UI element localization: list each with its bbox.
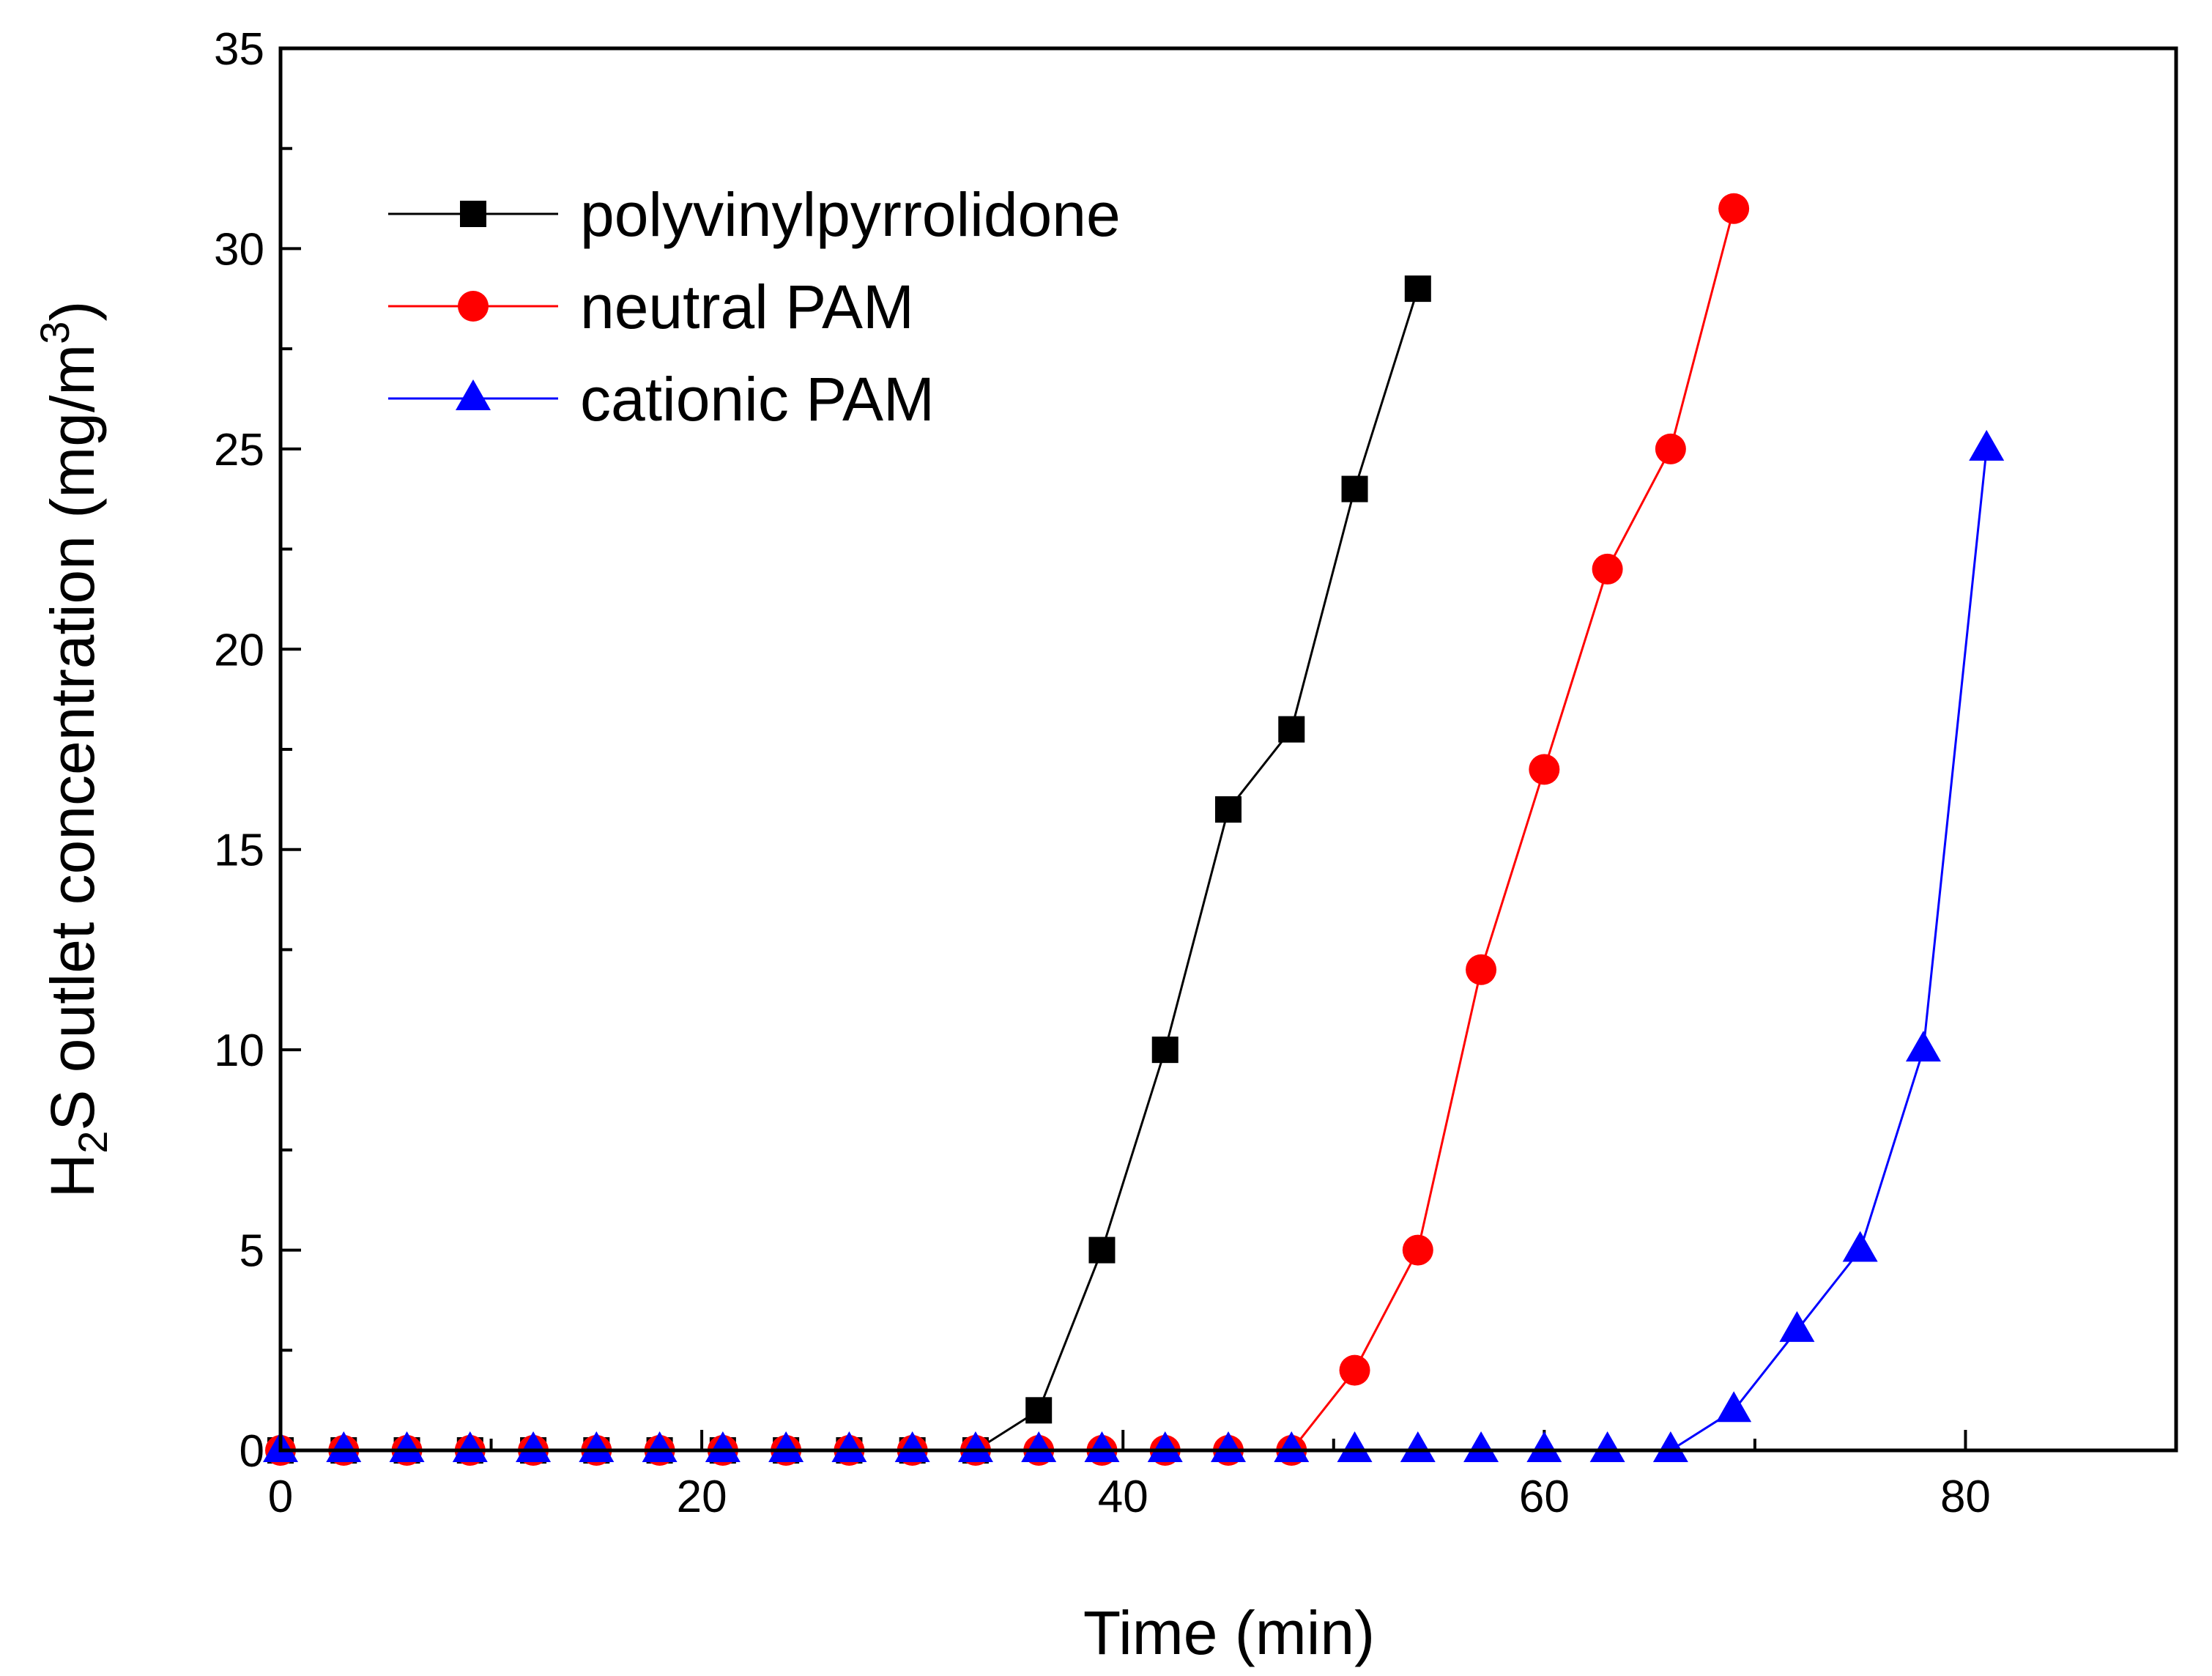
data-point [1274,1431,1310,1462]
legend-marker [456,379,491,410]
y-tick-label: 25 [214,425,264,475]
y-tick-label: 10 [214,1026,264,1076]
x-tick-label: 20 [677,1472,727,1522]
y-axis-title-main: S outlet concentration (mg/m [38,344,107,1131]
data-point [1718,193,1750,224]
data-point [1211,1431,1246,1462]
data-point [1526,1431,1562,1462]
data-point [1529,754,1560,785]
data-point [1341,475,1368,503]
y-tick-label: 30 [214,224,264,275]
y-axis-title-suffix: ) [38,301,107,322]
data-point [579,1431,615,1462]
data-point [642,1431,678,1462]
series-layer [263,193,2005,1466]
data-point [1215,796,1242,823]
data-point [1088,1236,1116,1264]
data-point [1652,1431,1688,1462]
y-tick-label: 0 [240,1426,264,1477]
data-point [1589,1431,1625,1462]
data-point [1025,1397,1053,1424]
data-point [1969,429,2005,461]
data-point [768,1431,804,1462]
data-point [1592,553,1623,585]
y-axis-title-prefix: H [38,1154,107,1198]
data-point [452,1431,488,1462]
x-axis-title: Time (min) [1083,1598,1375,1667]
y-tick-label: 5 [240,1226,264,1277]
data-point [705,1431,741,1462]
data-point [389,1431,425,1462]
data-point [1404,275,1431,303]
legend-label: cationic PAM [580,365,935,434]
y-tick-label: 20 [214,625,264,675]
tick-labels: 0 20 40 60 80 0 5 10 15 20 25 30 35 [214,24,1991,1522]
y-tick-label: 15 [214,826,264,876]
data-point [1466,954,1497,985]
x-tick-label: 80 [1940,1472,1991,1522]
data-point [1021,1431,1057,1462]
legend-label: polyvinylpyrrolidone [580,180,1121,249]
x-tick-label: 0 [268,1472,293,1522]
y-axis-title-superscript: 3 [31,322,78,344]
data-point [1400,1431,1436,1462]
plot-frame [278,46,2178,1453]
legend: polyvinylpyrrolidone neutral PAM cationic … [388,180,1121,434]
data-point [831,1431,867,1462]
data-point [1278,716,1305,743]
data-point [1655,433,1686,464]
data-point [1084,1431,1120,1462]
data-point [1905,1031,1941,1062]
data-point [1779,1310,1815,1342]
data-point [1402,1234,1433,1266]
data-point [1463,1431,1499,1462]
y-axis-title: H2S outlet concentration (mg/m3) [31,301,116,1198]
data-point [1339,1354,1370,1386]
x-tick-label: 40 [1098,1472,1148,1522]
x-tick-label: 60 [1519,1472,1570,1522]
data-point [1151,1037,1179,1064]
y-axis-title-subscript: 2 [70,1131,116,1154]
legend-marker [460,201,486,227]
legend-item: cationic PAM [388,365,935,434]
data-point [1337,1431,1373,1462]
legend-item: polyvinylpyrrolidone [388,180,1121,249]
legend-marker [458,291,489,322]
y-tick-label: 35 [214,24,264,75]
legend-item: neutral PAM [388,272,914,341]
data-point [1842,1231,1878,1262]
data-point [326,1431,362,1462]
data-point [1147,1431,1183,1462]
data-point [957,1431,993,1462]
data-point [1716,1391,1752,1423]
data-point [894,1431,930,1462]
data-point [516,1431,552,1462]
legend-label: neutral PAM [580,272,914,341]
